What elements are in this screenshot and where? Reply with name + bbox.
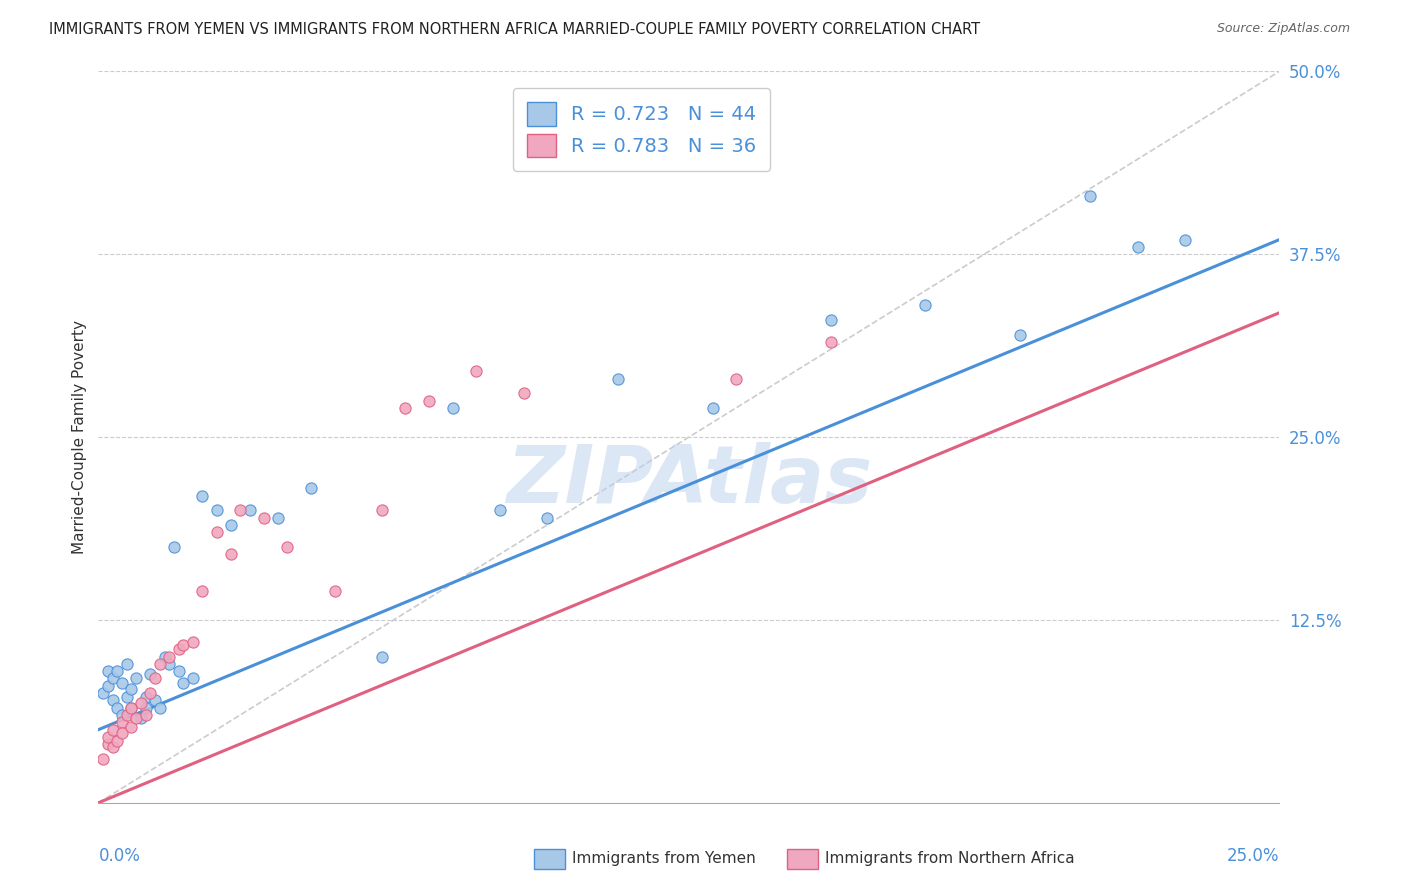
Point: [121, 720, 143, 734]
Point: [267, 510, 290, 524]
Point: [97, 737, 120, 751]
Text: Immigrants from Yemen: Immigrants from Yemen: [572, 851, 756, 865]
Point: [181, 672, 204, 686]
Point: [153, 649, 176, 664]
Point: [121, 681, 143, 696]
Point: [143, 693, 166, 707]
Point: [1174, 233, 1197, 247]
Point: [167, 664, 190, 678]
Point: [135, 708, 157, 723]
Point: [143, 672, 166, 686]
Point: [101, 693, 124, 707]
Point: [441, 401, 464, 415]
Point: [97, 664, 120, 678]
Point: [105, 734, 128, 748]
Point: [465, 364, 488, 378]
Point: [394, 401, 416, 415]
Point: [105, 664, 128, 678]
Point: [1008, 327, 1031, 342]
Point: [121, 700, 143, 714]
Point: [239, 503, 262, 517]
Point: [91, 752, 114, 766]
Point: [125, 711, 148, 725]
Point: [489, 503, 512, 517]
Point: [111, 708, 134, 723]
Point: [181, 635, 204, 649]
Text: IMMIGRANTS FROM YEMEN VS IMMIGRANTS FROM NORTHERN AFRICA MARRIED-COUPLE FAMILY P: IMMIGRANTS FROM YEMEN VS IMMIGRANTS FROM…: [49, 22, 980, 37]
Point: [163, 540, 186, 554]
Point: [323, 583, 346, 598]
Point: [139, 686, 162, 700]
Point: [157, 649, 180, 664]
Point: [115, 657, 138, 671]
Point: [101, 740, 124, 755]
Point: [172, 676, 194, 690]
Point: [149, 700, 172, 714]
Point: [97, 679, 120, 693]
Point: [121, 700, 143, 714]
Point: [191, 583, 214, 598]
Point: [512, 386, 534, 401]
Point: [101, 672, 124, 686]
Point: [129, 711, 152, 725]
Text: Source: ZipAtlas.com: Source: ZipAtlas.com: [1216, 22, 1350, 36]
Point: [167, 642, 190, 657]
Point: [111, 725, 134, 739]
Point: [1126, 240, 1149, 254]
Point: [205, 525, 228, 540]
Point: [536, 510, 558, 524]
Point: [219, 547, 242, 561]
Point: [97, 730, 120, 744]
Point: [139, 667, 162, 681]
Point: [101, 723, 124, 737]
Point: [205, 503, 228, 517]
Point: [149, 657, 172, 671]
Point: [607, 371, 630, 385]
Point: [229, 503, 252, 517]
Text: 25.0%: 25.0%: [1227, 847, 1279, 865]
Point: [91, 686, 114, 700]
Point: [135, 690, 157, 705]
Point: [371, 649, 394, 664]
Point: [111, 715, 134, 730]
Point: [371, 503, 394, 517]
Point: [157, 657, 180, 671]
Point: [820, 334, 842, 349]
Point: [115, 690, 138, 705]
Point: [191, 489, 214, 503]
Point: [129, 696, 152, 710]
Text: 0.0%: 0.0%: [98, 847, 141, 865]
Point: [115, 708, 138, 723]
Point: [172, 638, 194, 652]
Point: [418, 393, 440, 408]
Point: [276, 540, 298, 554]
Point: [299, 481, 322, 495]
Point: [125, 672, 148, 686]
Point: [725, 371, 748, 385]
Point: [607, 130, 630, 145]
Point: [105, 700, 128, 714]
Text: Immigrants from Northern Africa: Immigrants from Northern Africa: [825, 851, 1076, 865]
Text: ZIPAtlas: ZIPAtlas: [506, 442, 872, 520]
Point: [702, 401, 724, 415]
Y-axis label: Married-Couple Family Poverty: Married-Couple Family Poverty: [72, 320, 87, 554]
Legend: R = 0.723   N = 44, R = 0.783   N = 36: R = 0.723 N = 44, R = 0.783 N = 36: [513, 88, 770, 171]
Point: [219, 517, 242, 532]
Point: [111, 676, 134, 690]
Point: [253, 510, 276, 524]
Point: [135, 700, 157, 714]
Point: [914, 298, 936, 312]
Point: [820, 313, 842, 327]
Point: [1080, 188, 1102, 202]
